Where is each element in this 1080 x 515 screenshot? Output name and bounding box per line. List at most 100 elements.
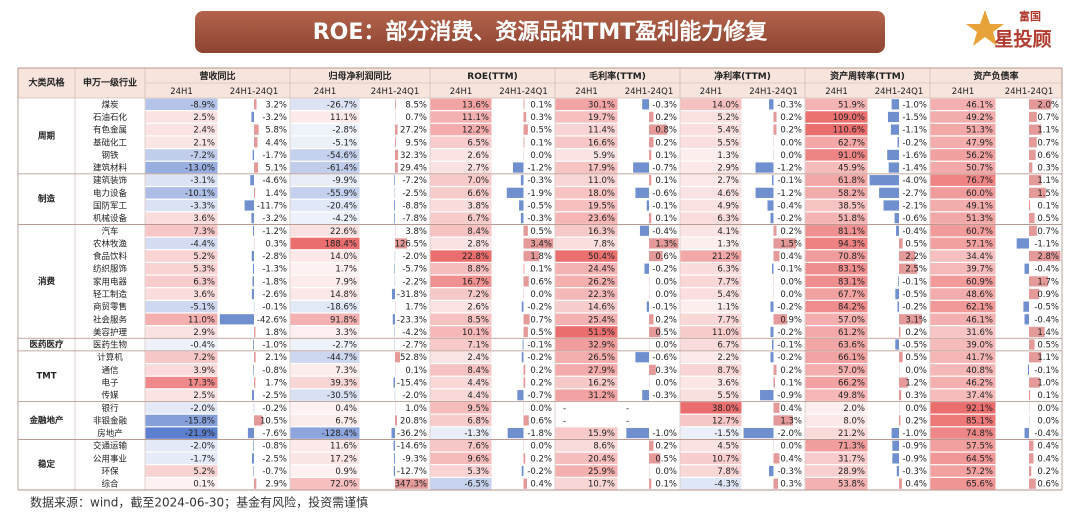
heat-cell (930, 414, 996, 427)
cell-value: 7.2% (467, 290, 489, 300)
heat-cell (145, 427, 218, 439)
cell-value: 347.3% (395, 480, 427, 490)
cell-value: 2.2% (717, 353, 739, 363)
cell-value: 5.8% (265, 126, 287, 136)
cell-value: -1.2% (262, 227, 287, 237)
cell-value: 31.2% (588, 391, 615, 401)
heat-cell (680, 288, 742, 300)
data-bar (523, 263, 525, 274)
data-bar (1029, 124, 1042, 135)
data-bar (773, 225, 777, 236)
cell-value: 83.1% (838, 265, 865, 275)
cell-value: 9.5% (467, 404, 489, 414)
cell-value: 3.8% (405, 227, 427, 237)
heat-cell (680, 225, 742, 237)
cell-value: 81.1% (838, 227, 865, 237)
cell-value: -0.2% (527, 353, 552, 363)
cell-value: 0.2% (905, 416, 927, 426)
section-label: 制造 (38, 194, 56, 205)
cell-value: 7.2% (193, 353, 215, 363)
header-cell: 资产周转率(TTM) (830, 70, 905, 82)
sub-header: 24H1 (952, 87, 975, 97)
cell-value: -4.6% (262, 176, 287, 186)
industry: 通信 (101, 365, 119, 376)
data-bar (869, 175, 899, 186)
data-bar (520, 213, 524, 224)
cell-value: -0.5% (902, 290, 927, 300)
industry: 汽车 (101, 226, 118, 237)
data-bar (523, 225, 528, 236)
cell-value: 12.2% (462, 126, 489, 136)
industry: 社会服务 (93, 314, 128, 325)
heat-cell (145, 326, 218, 338)
cell-value: -1.4% (902, 164, 927, 174)
data-bar (649, 213, 652, 224)
cell-value: 3.4% (530, 239, 552, 249)
cell-value: 51.9% (838, 100, 865, 110)
industry: 国防军工 (93, 200, 128, 211)
heat-cell (555, 250, 618, 262)
heat-cell (680, 427, 742, 439)
heat-cell (680, 136, 742, 148)
cell-value: 49.1% (966, 201, 993, 211)
cell-value: 28.9% (838, 467, 865, 477)
heat-cell (290, 237, 360, 250)
heat-cell (930, 440, 996, 452)
data-bar (892, 453, 899, 464)
cell-value: 0.1% (405, 366, 427, 376)
cell-value: 67.7% (838, 290, 865, 300)
cell-value: 5.9% (593, 151, 615, 161)
industry: 煤炭 (101, 99, 119, 110)
cell-value: 57.0% (838, 366, 865, 376)
cell-value: 91.0% (838, 151, 865, 161)
cell-value: 60.9% (966, 277, 993, 287)
cell-value: 0.6% (1037, 151, 1059, 161)
heat-cell (805, 376, 868, 389)
cell-value: -9.9% (332, 176, 357, 186)
cell-value: 1.0% (1037, 379, 1059, 389)
cell-value: -7.2% (402, 176, 427, 186)
heat-cell (290, 414, 360, 427)
cell-value: 7.0% (467, 176, 489, 186)
cell-value: -2.5% (262, 391, 287, 401)
data-bar (521, 301, 524, 312)
heat-cell (930, 174, 996, 186)
heat-cell (555, 376, 618, 389)
heat-cell (680, 250, 742, 262)
cell-value: 26.5% (588, 353, 615, 363)
cell-value: -9.3% (402, 454, 427, 464)
data-bar (1029, 453, 1034, 464)
heat-cell (555, 465, 618, 477)
heat-cell (290, 389, 360, 401)
cell-value: -0.2% (777, 303, 802, 313)
data-bar (899, 478, 902, 489)
data-bar (394, 213, 395, 224)
data-bar (899, 352, 903, 363)
cell-value: -0.3% (527, 214, 552, 224)
cell-value: 5.3% (467, 467, 489, 477)
cell-value: 0.0% (780, 277, 802, 287)
cell-value: 62.1% (966, 303, 993, 313)
heat-cell (555, 199, 618, 212)
cell-value: 0.1% (655, 151, 677, 161)
cell-value: 41.7% (966, 353, 993, 363)
data-bar (254, 415, 263, 426)
cell-value: -0.9% (902, 442, 927, 452)
heat-cell (930, 161, 996, 174)
data-bar (891, 99, 899, 110)
cell-value: 0.1% (655, 480, 677, 490)
industry: 传媒 (101, 390, 119, 401)
cell-value: 0.1% (780, 379, 802, 389)
data-bar (1029, 200, 1031, 211)
data-bar (395, 162, 398, 173)
cell-value: -18.6% (327, 303, 357, 313)
data-bar (252, 276, 254, 287)
cell-value: 27.2% (400, 126, 427, 136)
cell-value: 52.8% (400, 353, 427, 363)
cell-value: -3.2% (262, 214, 287, 224)
cell-value: -2.7% (402, 341, 427, 351)
cell-value: 31.6% (966, 328, 993, 338)
cell-value: 1.8% (530, 252, 552, 262)
heat-cell (145, 477, 218, 490)
data-bar (1024, 314, 1029, 325)
